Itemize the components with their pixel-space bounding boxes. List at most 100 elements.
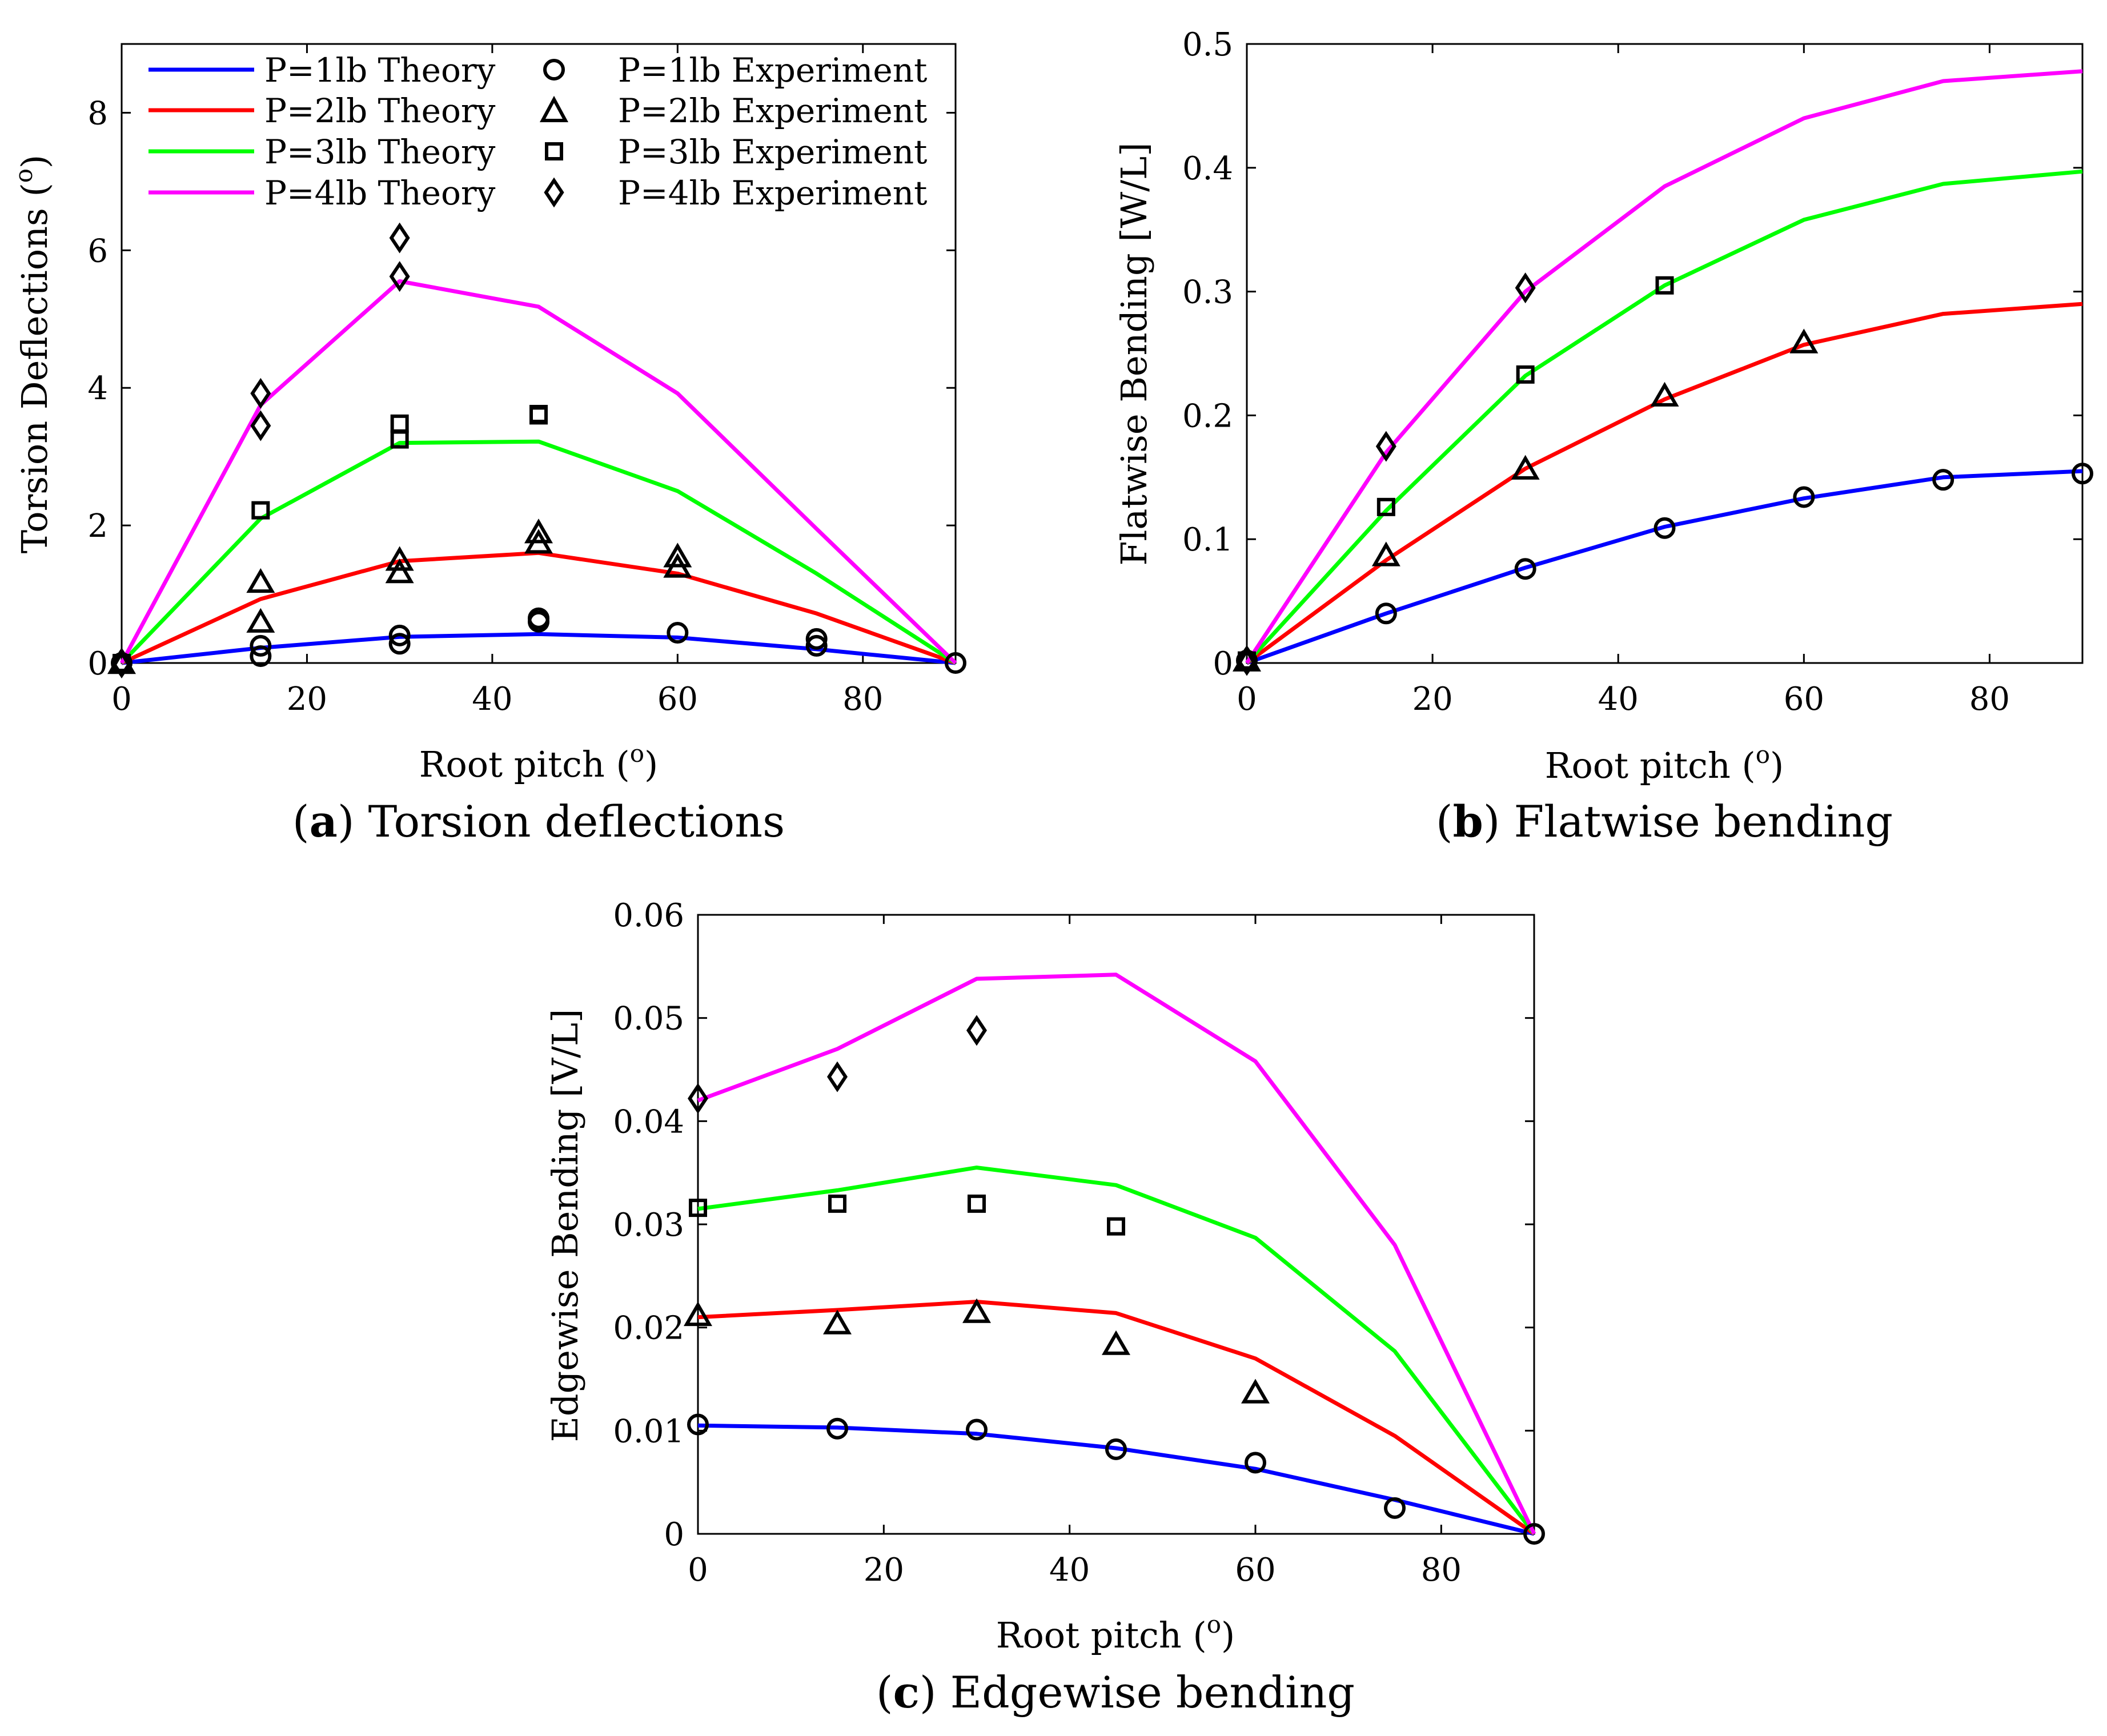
panel-b-experiment-p4-diamond-marker [1236, 645, 1258, 676]
legend-theory-p2: P=2lb Theory [264, 91, 496, 130]
panel-b-experiment-p3-square-marker [1655, 276, 1674, 295]
panel-c-ytick-label: 0.03 [613, 1207, 684, 1244]
panel-a-ytick-label: 4 [87, 370, 108, 407]
panel-b-experiment-p3-square-marker [1516, 365, 1535, 384]
panel-a-caption: (a) Torsion deflections [292, 796, 785, 847]
panel-b-experiment-p2-triangle-marker [1511, 455, 1540, 480]
panel-a-experiment-p2-triangle-marker [246, 608, 275, 633]
panel-c-experiment-p2-triangle-marker [1241, 1379, 1270, 1404]
panel-b-ytick-label: 0.3 [1182, 274, 1233, 311]
panel-b-ytick-label: 0.2 [1182, 397, 1233, 435]
panel-a-ytick-label: 0 [87, 645, 108, 682]
panel-a-experiment-p4-diamond-marker [389, 222, 410, 254]
panel-a-experiment-p4-diamond-marker [389, 261, 410, 292]
panel-b-x-axis-label: Root pitch (o) [1545, 741, 1784, 786]
panel-b-theory-line-p4 [1245, 69, 2083, 664]
legend-theory-p1: P=1lb Theory [264, 51, 496, 90]
panel-b-ytick-label: 0.5 [1182, 26, 1233, 63]
panel-a-experiment-p1-circle-marker [388, 633, 411, 655]
panel-a-experiment-p2-triangle-marker [246, 568, 275, 593]
panel-b-experiment-p2-triangle-marker [1371, 541, 1400, 566]
panel-a-xtick-label: 60 [657, 681, 698, 718]
panel-b-ytick-label: 0 [1213, 645, 1233, 682]
panel-b-experiment-p1-circle-marker [1654, 517, 1676, 539]
panel-b-experiment-p3-square-marker [1376, 497, 1395, 516]
legend-marker-circle [543, 59, 565, 81]
panel-a-experiment-p1-circle-marker [667, 622, 689, 644]
panel-a-y-axis-label: Torsion Deflections (o) [10, 155, 55, 554]
panel-a-experiment-p1-circle-marker [805, 628, 828, 650]
panel-b-experiment-p1-circle-marker [2072, 463, 2093, 485]
panel-c-experiment-markers [683, 1015, 1545, 1545]
panel-c-experiment-p4-diamond-marker [826, 1061, 848, 1092]
panel-b-experiment-p2-triangle-marker [1789, 328, 1819, 353]
panel-c-experiment-p3-square-marker [689, 1199, 707, 1217]
panel-b-xtick-label: 80 [1969, 681, 2010, 718]
panel-b-experiment-p1-circle-marker [1793, 486, 1815, 508]
panel-c-experiment-p1-circle-marker [1245, 1452, 1266, 1474]
legend-experiment-p1: P=1lb Experiment [618, 51, 927, 90]
panel-b-xtick-label: 40 [1598, 681, 1639, 718]
panel-a-experiment-p2-triangle-marker [524, 519, 553, 544]
panel-c-ticks [697, 914, 1534, 1535]
panel-b-y-axis-label: Flatwise Bending [W/L] [1113, 142, 1155, 565]
panel-a-experiment-p3-square-marker [390, 414, 409, 433]
panel-c-xtick-label: 0 [688, 1552, 708, 1589]
panel-b-tick-labels: 0 20 40 60 80 0 0.1 0.2 0.3 0.4 0.5 [1182, 26, 2010, 718]
panel-c-ytick-label: 0.04 [613, 1103, 684, 1140]
panel-a-x-axis-label: Root pitch (o) [419, 740, 658, 785]
panel-a-ytick-label: 2 [87, 508, 108, 545]
panel-b-flatwise-bending: 0 20 40 60 80 0 0.1 0.2 0.3 0.4 0.5 Root pitch (o)… [1113, 26, 2093, 847]
panel-a-experiment-p4-diamond-marker [111, 647, 133, 679]
legend-marker-square [545, 142, 563, 160]
panel-a-experiment-p1-circle-marker [945, 652, 966, 674]
panel-b-experiment-p2-triangle-marker [1650, 381, 1679, 407]
panel-a-ytick-label: 8 [87, 95, 108, 132]
panel-c-experiment-p1-circle-marker [1105, 1438, 1127, 1460]
panel-c-ytick-label: 0.02 [613, 1310, 684, 1347]
panel-a-experiment-markers [107, 222, 966, 679]
panel-a-experiment-p3-square-marker [251, 501, 270, 520]
panel-c-xtick-label: 40 [1049, 1552, 1090, 1589]
panel-a-experiment-p1-circle-marker [528, 607, 549, 629]
panel-c-x-axis-label: Root pitch (o) [996, 1610, 1235, 1656]
panel-c-theory-line-p3 [697, 1166, 1536, 1536]
legend: P=1lb Theory P=2lb Theory P=3lb Theory P… [149, 51, 927, 212]
panel-c-experiment-p4-diamond-marker [966, 1015, 988, 1046]
panel-c-ytick-label: 0.01 [613, 1413, 684, 1450]
panel-a-ytick-label: 6 [87, 232, 108, 270]
legend-theory-p3: P=3lb Theory [264, 132, 496, 171]
panel-c-edgewise-bending: 0 20 40 60 80 0 0.01 0.02 0.03 0.04 0.05 0.06 Root … [544, 897, 1545, 1718]
panel-b-experiment-p4-diamond-marker [1515, 272, 1536, 304]
panel-a-plot-frame [121, 43, 957, 664]
panel-c-experiment-p2-triangle-marker [683, 1301, 713, 1327]
panel-b-plot-frame [1246, 43, 2084, 664]
panel-b-ytick-label: 0.4 [1182, 150, 1233, 187]
panel-c-xtick-label: 20 [864, 1552, 904, 1589]
panel-b-experiment-p4-diamond-marker [1375, 431, 1396, 462]
legend-experiment-p3: P=3lb Experiment [618, 132, 927, 171]
panel-c-experiment-p1-circle-marker [1384, 1497, 1406, 1519]
panel-c-ytick-label: 0.05 [613, 1000, 684, 1038]
legend-marker-diamond [544, 177, 564, 208]
panel-b-xtick-label: 60 [1784, 681, 1824, 718]
panel-c-experiment-p1-circle-marker [966, 1418, 988, 1441]
legend-experiment-p4: P=4lb Experiment [618, 174, 927, 212]
panel-c-experiment-p2-triangle-marker [1101, 1330, 1131, 1355]
panel-c-theory-lines [697, 973, 1536, 1536]
panel-c-experiment-p1-circle-marker [1523, 1523, 1545, 1545]
panel-a-experiment-p4-diamond-marker [250, 377, 271, 409]
panel-c-xtick-label: 80 [1421, 1552, 1462, 1589]
panel-a-torsion-deflections: 0 20 40 60 80 0 2 4 6 8 Root pitch (o) Torsion De… [10, 43, 966, 847]
panel-a-experiment-p1-circle-marker [250, 645, 272, 667]
panel-b-experiment-p1-circle-marker [1932, 469, 1955, 491]
panel-a-theory-lines [119, 279, 957, 665]
panel-c-caption: (c) Edgewise bending [876, 1667, 1355, 1718]
panel-a-xtick-label: 0 [111, 681, 132, 718]
legend-experiment-p2: P=2lb Experiment [618, 91, 927, 130]
panel-c-ytick-label: 0 [664, 1516, 684, 1553]
panel-b-ytick-label: 0.1 [1182, 521, 1233, 558]
panel-c-experiment-p3-square-marker [828, 1194, 846, 1213]
legend-theory-p4: P=4lb Theory [264, 174, 496, 212]
